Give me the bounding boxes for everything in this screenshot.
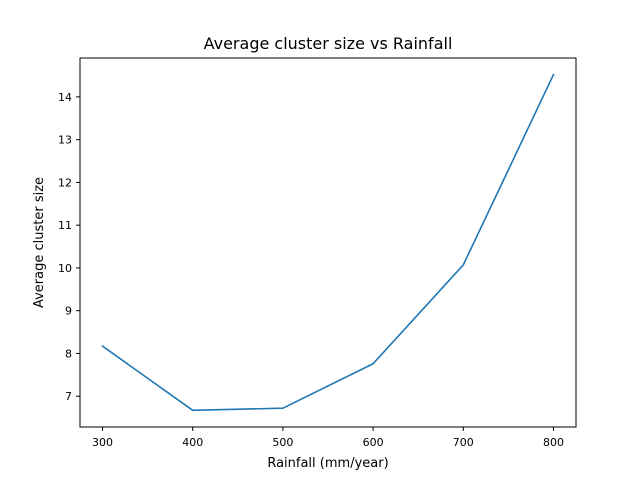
y-tick-label: 7 <box>65 390 72 403</box>
plot-area <box>80 58 576 427</box>
x-tick-label: 400 <box>182 436 203 449</box>
series-line <box>101 73 555 412</box>
y-tick-label: 9 <box>65 305 72 318</box>
plot-background <box>80 58 576 427</box>
x-tick-label: 800 <box>543 436 564 449</box>
series-layer <box>101 73 555 412</box>
y-tick-label: 8 <box>65 347 72 360</box>
y-tick-label: 11 <box>58 219 72 232</box>
y-tick-label: 13 <box>58 134 72 147</box>
x-tick-label: 300 <box>92 436 113 449</box>
chart-title: Average cluster size vs Rainfall <box>204 34 453 53</box>
x-tick-label: 600 <box>363 436 384 449</box>
x-axis: 300 400 500 600 700 800 <box>92 427 564 449</box>
y-axis: 7 8 9 10 11 12 13 14 <box>58 91 80 403</box>
plot-frame <box>79 57 577 428</box>
x-tick-label: 700 <box>453 436 474 449</box>
y-tick-label: 10 <box>58 262 72 275</box>
x-axis-label: Rainfall (mm/year) <box>267 456 388 471</box>
x-tick-label: 500 <box>272 436 293 449</box>
y-tick-label: 14 <box>58 91 72 104</box>
y-tick-label: 12 <box>58 176 72 189</box>
y-axis-label: Average cluster size <box>32 177 47 308</box>
